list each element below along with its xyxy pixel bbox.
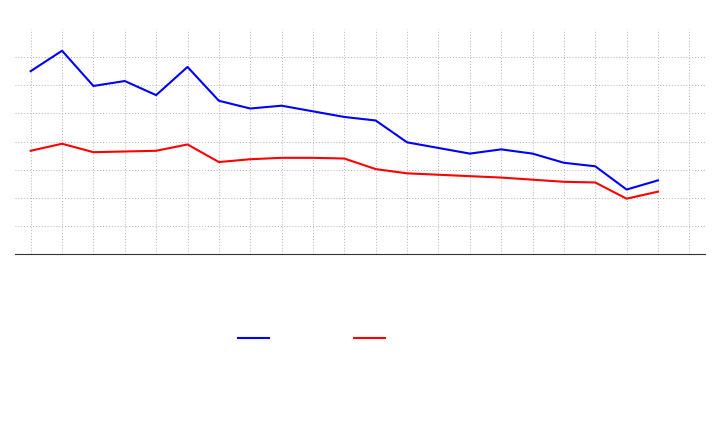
固定比率 [215,98,223,103]
固定比率 [340,114,348,120]
Legend: 固定比率, 固定長期適合率: 固定比率, 固定長期適合率 [233,328,487,347]
固定比率 [372,118,380,123]
固定比率 [591,164,600,169]
固定長期適合率 [89,150,98,155]
固定比率 [434,145,443,150]
固定長期適合率 [402,171,411,176]
固定長期適合率 [434,172,443,177]
固定比率 [402,139,411,145]
固定比率 [120,78,129,84]
固定比率 [654,178,662,183]
固定比率 [559,160,568,165]
固定長期適合率 [183,142,192,147]
固定比率 [89,83,98,88]
固定長期適合率 [559,179,568,184]
Line: 固定長期適合率: 固定長期適合率 [31,144,658,199]
固定比率 [27,69,35,74]
固定比率 [528,151,537,156]
固定長期適合率 [152,148,161,154]
固定比率 [246,106,255,111]
固定長期適合率 [591,180,600,185]
固定長期適合率 [465,173,474,179]
固定比率 [497,147,505,152]
固定長期適合率 [622,196,631,202]
固定長期適合率 [246,157,255,162]
固定長期適合率 [340,156,348,161]
固定比率 [152,92,161,98]
固定比率 [465,151,474,156]
固定長期適合率 [309,155,318,161]
Line: 固定比率: 固定比率 [31,51,658,190]
固定長期適合率 [497,175,505,180]
固定比率 [309,109,318,114]
固定長期適合率 [277,155,286,161]
固定比率 [58,48,66,53]
固定比率 [277,103,286,108]
固定長期適合率 [27,148,35,154]
固定長期適合率 [58,141,66,147]
固定比率 [622,187,631,192]
固定長期適合率 [120,149,129,154]
固定長期適合率 [654,189,662,194]
固定長期適合率 [215,159,223,165]
固定長期適合率 [372,166,380,172]
固定比率 [183,64,192,70]
固定長期適合率 [528,177,537,182]
